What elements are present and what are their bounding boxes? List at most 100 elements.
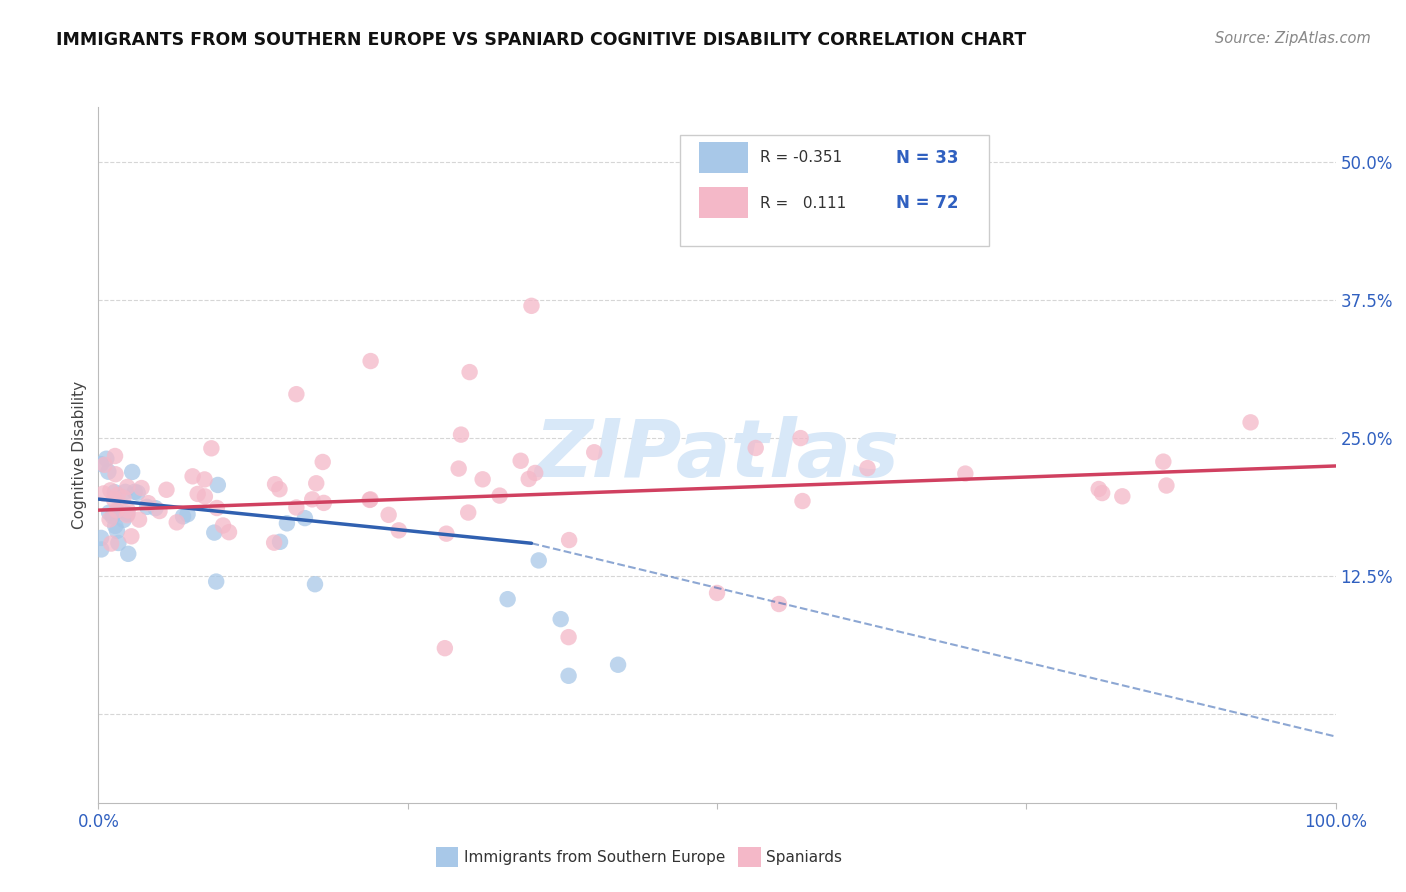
Text: N = 33: N = 33 xyxy=(897,149,959,167)
Y-axis label: Cognitive Disability: Cognitive Disability xyxy=(72,381,87,529)
Point xyxy=(558,533,581,547)
Point xyxy=(104,467,127,482)
Point xyxy=(524,466,547,480)
Point xyxy=(263,535,285,549)
Point xyxy=(207,478,229,492)
Point xyxy=(117,503,139,517)
Point xyxy=(388,524,411,538)
Point xyxy=(706,221,728,235)
Point xyxy=(471,472,494,486)
Bar xyxy=(699,142,748,173)
Point xyxy=(90,542,112,557)
Text: Spaniards: Spaniards xyxy=(766,850,842,864)
Point xyxy=(193,472,215,486)
Point xyxy=(550,612,572,626)
Point xyxy=(607,657,630,672)
Point xyxy=(104,449,127,463)
Point xyxy=(98,512,121,526)
Text: ZIPatlas: ZIPatlas xyxy=(534,416,900,494)
Point xyxy=(117,547,139,561)
Point xyxy=(107,488,129,502)
Point xyxy=(112,513,135,527)
Point xyxy=(105,503,128,517)
Point xyxy=(789,431,811,445)
Point xyxy=(1152,455,1174,469)
Point xyxy=(312,496,335,510)
Point xyxy=(176,508,198,522)
Point xyxy=(128,513,150,527)
Point xyxy=(117,480,139,494)
Point xyxy=(121,465,143,479)
Point xyxy=(97,465,120,479)
Point xyxy=(145,501,167,516)
Text: N = 72: N = 72 xyxy=(897,194,959,212)
Point xyxy=(557,669,579,683)
Point xyxy=(264,477,287,491)
Bar xyxy=(699,187,748,219)
Point xyxy=(496,592,519,607)
Point xyxy=(107,536,129,550)
Point xyxy=(517,472,540,486)
Point xyxy=(93,486,115,500)
Point xyxy=(377,508,399,522)
Point xyxy=(98,506,121,520)
Point xyxy=(96,451,118,466)
Point xyxy=(148,504,170,518)
Point xyxy=(1156,478,1178,492)
Point xyxy=(856,461,879,475)
Point xyxy=(105,524,128,538)
Point xyxy=(285,387,308,401)
Point xyxy=(457,506,479,520)
Point xyxy=(100,483,122,498)
FancyBboxPatch shape xyxy=(681,135,990,246)
Point xyxy=(117,507,139,521)
Point xyxy=(557,630,579,644)
Point xyxy=(205,501,228,516)
Point xyxy=(1087,482,1109,496)
Point xyxy=(120,529,142,543)
Point xyxy=(301,492,323,507)
Point xyxy=(955,467,977,481)
Point xyxy=(105,504,128,518)
Point xyxy=(520,299,543,313)
Point xyxy=(359,492,381,507)
Point xyxy=(359,492,381,507)
Point xyxy=(101,509,124,524)
Point xyxy=(131,481,153,495)
Point xyxy=(312,455,335,469)
Point xyxy=(433,641,456,656)
Point xyxy=(768,597,790,611)
Point xyxy=(706,586,728,600)
Point xyxy=(305,476,328,491)
Point xyxy=(212,518,235,533)
Point xyxy=(187,487,209,501)
Point xyxy=(172,509,194,524)
Point xyxy=(115,508,138,523)
Point xyxy=(194,490,217,504)
Text: R =   0.111: R = 0.111 xyxy=(761,195,846,211)
Point xyxy=(104,485,127,500)
Point xyxy=(202,525,225,540)
Point xyxy=(434,526,457,541)
Point xyxy=(1091,486,1114,500)
Point xyxy=(583,445,606,459)
Point xyxy=(90,531,112,545)
Point xyxy=(104,519,127,533)
Point xyxy=(744,441,766,455)
Point xyxy=(792,494,814,508)
Point xyxy=(360,354,382,368)
Point xyxy=(285,500,308,515)
Point xyxy=(124,484,146,499)
Text: R = -0.351: R = -0.351 xyxy=(761,151,842,165)
Point xyxy=(100,536,122,550)
Point xyxy=(155,483,177,497)
Point xyxy=(90,457,112,471)
Point xyxy=(205,574,228,589)
Point xyxy=(450,427,472,442)
Point xyxy=(93,458,115,472)
Point xyxy=(218,525,240,540)
Point xyxy=(276,516,298,531)
Point xyxy=(103,492,125,507)
Point xyxy=(1239,415,1261,429)
Point xyxy=(200,442,222,456)
